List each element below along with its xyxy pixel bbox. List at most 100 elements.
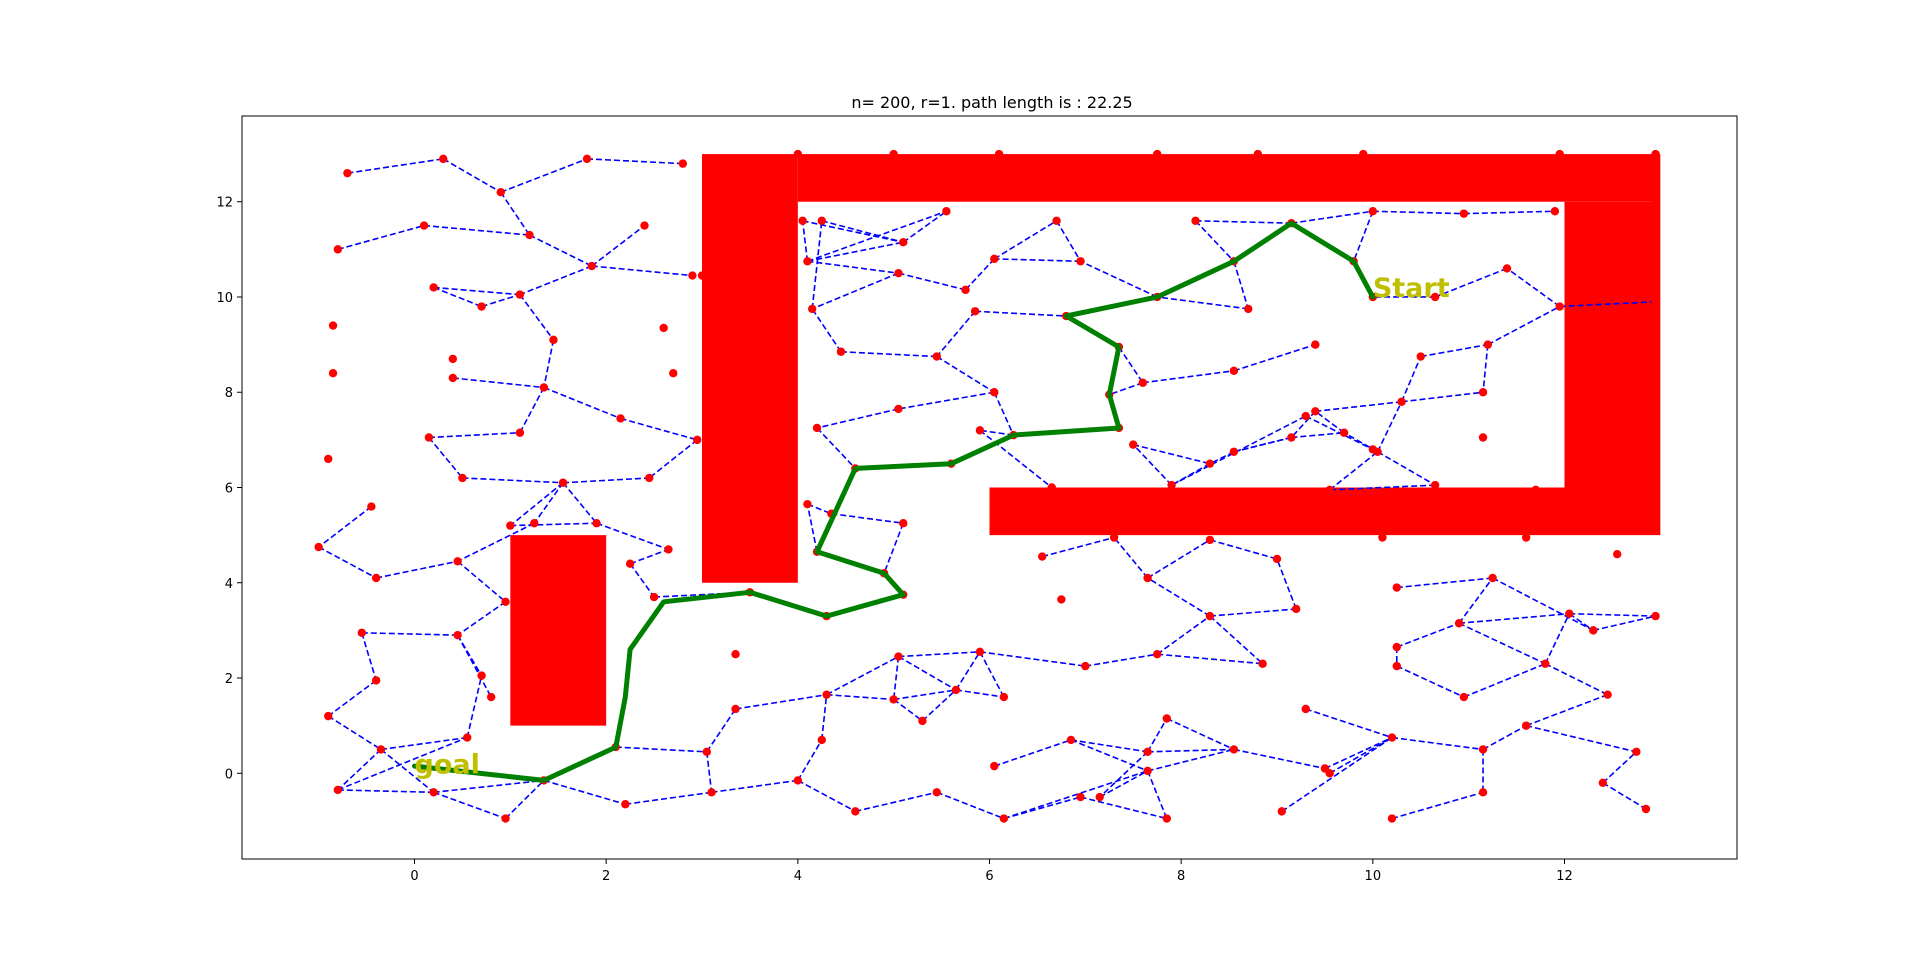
y-tick-label: 8 <box>225 386 233 401</box>
sample-node <box>798 216 807 225</box>
sample-node <box>836 347 846 356</box>
sample-node <box>1253 149 1263 159</box>
sample-node <box>1613 549 1622 559</box>
sample-node <box>1191 216 1200 225</box>
sample-node <box>525 230 534 240</box>
sample-node <box>975 426 985 435</box>
sample-node <box>1311 340 1320 349</box>
sample-node <box>1555 149 1564 159</box>
tree-edge <box>1147 748 1234 753</box>
tree-edge <box>802 219 904 243</box>
sample-node <box>1521 721 1531 730</box>
sample-node <box>1143 573 1152 583</box>
sample-node <box>1081 661 1090 671</box>
x-tick-label: 4 <box>794 869 802 884</box>
sample-node <box>1651 357 1660 366</box>
sample-node <box>1138 378 1148 387</box>
tree-edge <box>519 265 593 296</box>
sample-node <box>1459 209 1469 218</box>
sample-node <box>1205 611 1215 621</box>
tree-edge <box>337 748 382 791</box>
tree-edge <box>586 158 683 165</box>
sample-node <box>477 302 486 311</box>
tree-edge <box>318 505 372 548</box>
x-axis: 0 2 4 6 8 10 12 <box>410 859 1573 884</box>
sample-node <box>1325 769 1334 778</box>
sample-node <box>1301 704 1310 714</box>
sample-node <box>448 354 458 364</box>
obstacle-rect <box>797 154 1661 202</box>
sample-node <box>343 168 352 178</box>
tree-edge <box>442 158 502 193</box>
sample-node <box>448 373 458 383</box>
sample-node <box>649 592 659 602</box>
sample-node <box>1387 733 1397 742</box>
sample-node <box>506 521 515 530</box>
sample-node <box>453 557 462 566</box>
y-tick-label: 0 <box>225 767 233 782</box>
tree-edge <box>1482 724 1527 751</box>
tree-edge <box>797 779 856 813</box>
y-tick-label: 4 <box>225 577 233 592</box>
sample-node <box>501 597 510 607</box>
sample-node <box>1143 766 1152 776</box>
edge-layer <box>318 158 1656 820</box>
sample-node <box>1430 292 1440 302</box>
sample-node <box>669 368 678 378</box>
tree-edge <box>481 293 521 308</box>
sample-node <box>808 304 817 314</box>
tree-edge <box>1233 436 1292 453</box>
tree-edge <box>654 591 750 598</box>
tree-edge <box>1305 708 1393 739</box>
sample-node <box>1373 447 1382 456</box>
sample-node <box>1153 649 1162 659</box>
tree-edge <box>1209 539 1278 560</box>
tree-edge <box>892 656 900 700</box>
tree-edge <box>1209 615 1264 665</box>
sample-node <box>1244 304 1253 314</box>
sample-node <box>1052 216 1061 225</box>
sample-node <box>1205 535 1215 545</box>
tree-edge <box>898 391 995 410</box>
tree-edge <box>361 631 458 636</box>
tree-edge <box>1396 577 1493 589</box>
tree-edge <box>1146 718 1168 753</box>
sample-node <box>1541 659 1550 668</box>
sample-node <box>1565 609 1574 618</box>
sample-node <box>429 788 438 797</box>
sample-node <box>371 676 381 685</box>
tree-edge <box>936 791 1005 820</box>
tree-edge <box>898 655 957 691</box>
tree-edge <box>1544 663 1608 696</box>
tree-edge <box>380 748 435 793</box>
sample-node <box>697 271 707 280</box>
tree-edge <box>855 791 937 813</box>
sample-node <box>439 154 448 164</box>
sample-node <box>324 711 333 721</box>
tree-edge <box>509 482 564 527</box>
sample-node <box>961 285 970 295</box>
tree-edge <box>1142 370 1234 384</box>
tree-edge <box>1372 210 1464 215</box>
sample-node <box>1392 642 1401 652</box>
tree-edge <box>327 679 377 717</box>
sample-node <box>582 154 592 164</box>
sample-node <box>458 473 467 483</box>
tree-edge <box>993 220 1058 260</box>
tree-edge <box>816 408 899 429</box>
sample-node <box>486 692 496 702</box>
tree-edge <box>1559 300 1656 308</box>
sample-node <box>1651 197 1660 206</box>
chart-title: n= 200, r=1. path length is : 22.25 <box>851 93 1132 112</box>
obstacle-rect <box>1564 201 1661 536</box>
y-tick-label: 6 <box>225 482 233 497</box>
sample-node <box>803 499 812 509</box>
sample-node <box>530 519 539 528</box>
tree-edge <box>1290 410 1316 439</box>
sample-node <box>1162 814 1171 823</box>
sample-node <box>659 323 668 333</box>
tree-edge <box>936 355 995 393</box>
sample-node <box>1129 440 1138 449</box>
sample-node <box>558 478 568 487</box>
sample-node <box>1651 461 1660 471</box>
